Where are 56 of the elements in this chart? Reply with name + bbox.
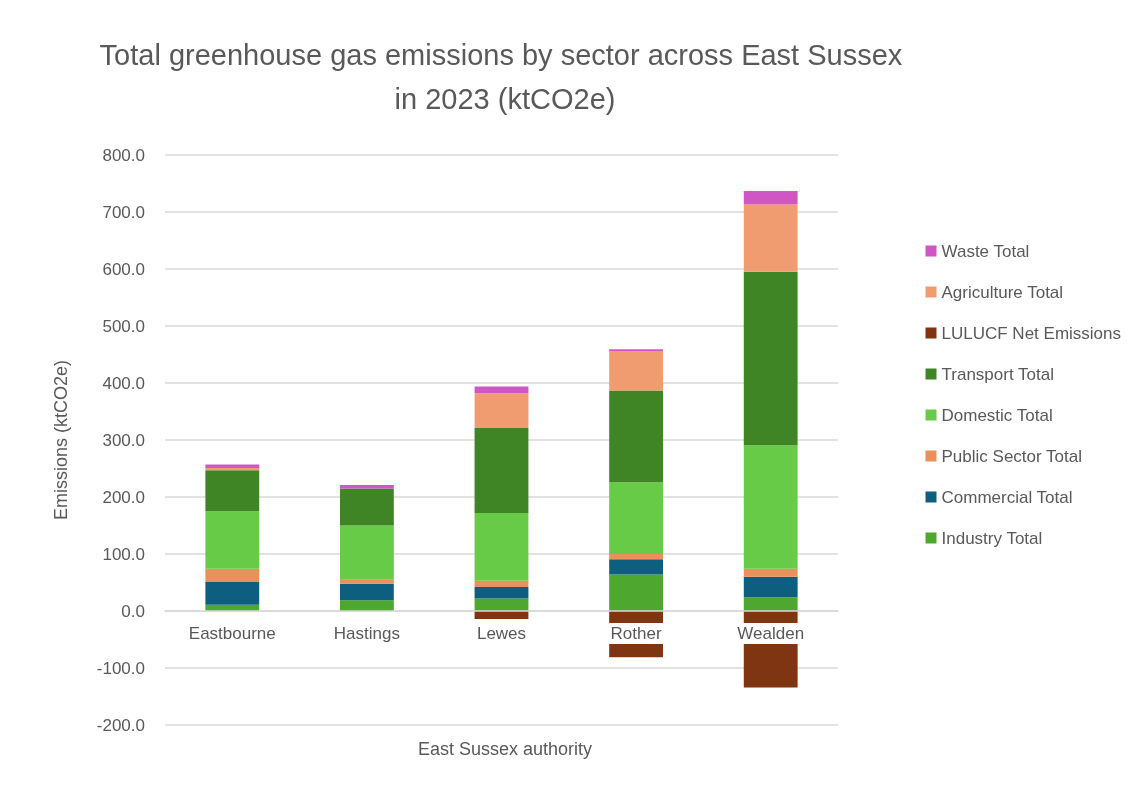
bar bbox=[743, 271, 798, 446]
bar bbox=[339, 579, 394, 584]
bar bbox=[474, 587, 529, 599]
bar bbox=[339, 583, 394, 601]
legend-label: Transport Total bbox=[941, 364, 1054, 384]
bar bbox=[609, 559, 664, 575]
x-axis-title: East Sussex authority bbox=[417, 739, 593, 759]
y-tick-label: 0.0 bbox=[121, 601, 145, 621]
bar bbox=[474, 580, 529, 588]
bar bbox=[474, 512, 529, 581]
y-tick-label: 500.0 bbox=[102, 316, 145, 336]
bar bbox=[743, 445, 798, 569]
chart-title: Total greenhouse gas emissions by sector across East Sussex in 2023 (ktCO2e) bbox=[99, 39, 911, 115]
y-axis-title: Emissions (ktCO2e) bbox=[51, 359, 71, 521]
y-tick-label: 800.0 bbox=[102, 145, 145, 165]
bar bbox=[474, 598, 529, 611]
bar bbox=[205, 470, 260, 512]
bar bbox=[205, 568, 260, 582]
bar bbox=[205, 511, 260, 569]
bar bbox=[609, 574, 664, 611]
legend-label: Waste Total bbox=[941, 241, 1030, 261]
bar bbox=[205, 581, 260, 605]
x-tick-label: Hastings bbox=[333, 624, 400, 643]
y-tick-label: 700.0 bbox=[102, 202, 145, 222]
bar bbox=[339, 600, 394, 611]
y-tick-label: -200.0 bbox=[96, 715, 145, 735]
legend-label: Domestic Total bbox=[941, 405, 1053, 425]
legend-label: Industry Total bbox=[941, 528, 1043, 548]
bar bbox=[609, 482, 664, 554]
bar bbox=[609, 390, 664, 483]
legend-label: Agriculture Total bbox=[941, 282, 1064, 302]
legend-label: LULUCF Net Emissions bbox=[941, 323, 1122, 343]
x-tick-label: Rother bbox=[610, 624, 662, 643]
y-tick-label: 100.0 bbox=[102, 544, 145, 564]
bar bbox=[474, 427, 529, 513]
y-tick-label: 200.0 bbox=[102, 487, 145, 507]
y-tick-label: 300.0 bbox=[102, 430, 145, 450]
bar bbox=[743, 190, 798, 205]
bar bbox=[743, 204, 798, 272]
bar bbox=[339, 525, 394, 580]
bar bbox=[743, 597, 798, 611]
bar bbox=[474, 386, 529, 394]
bar bbox=[474, 393, 529, 428]
legend-label: Commercial Total bbox=[941, 487, 1073, 507]
bar bbox=[609, 554, 664, 560]
x-tick-label: Eastbourne bbox=[188, 624, 276, 643]
legend-label: Public Sector Total bbox=[941, 446, 1082, 466]
y-tick-label: -100.0 bbox=[96, 658, 145, 678]
x-tick-label: Wealden bbox=[737, 624, 805, 643]
bar bbox=[743, 576, 798, 598]
bar bbox=[743, 568, 798, 577]
bar bbox=[339, 488, 394, 526]
y-tick-label: 600.0 bbox=[102, 259, 145, 279]
bar bbox=[609, 351, 664, 391]
y-tick-label: 400.0 bbox=[102, 373, 145, 393]
x-tick-label: Lewes bbox=[476, 624, 527, 643]
